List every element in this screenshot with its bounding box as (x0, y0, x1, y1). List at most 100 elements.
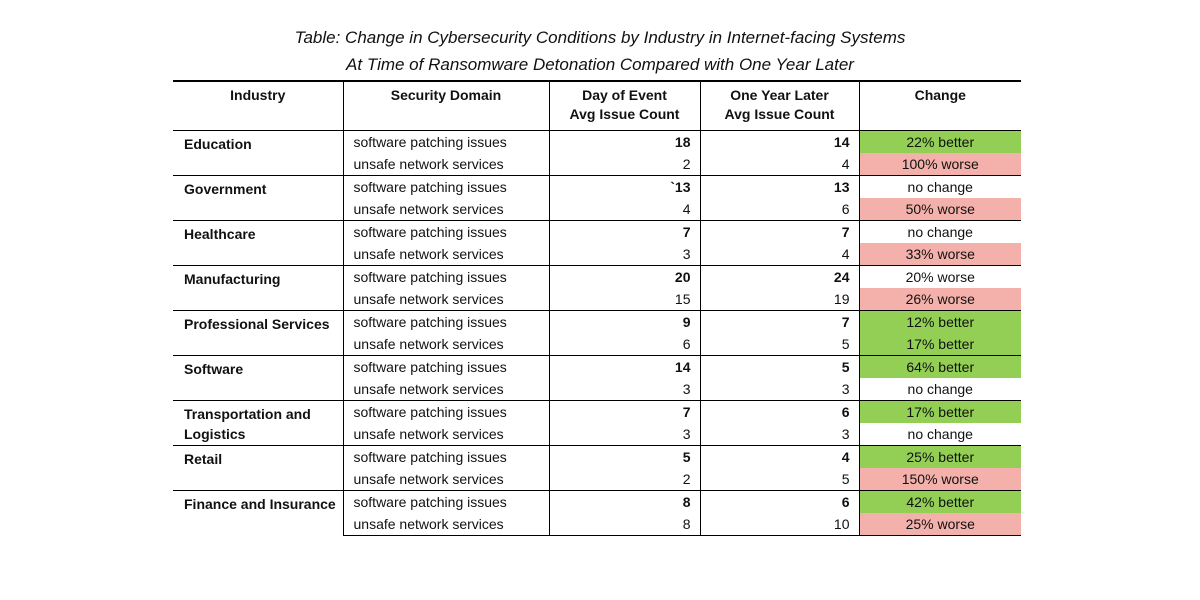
industry-cell: Manufacturing (173, 265, 343, 311)
security-domain-cell: software patching issues (342, 130, 549, 153)
header-row: Industry Security Domain Day of Event Av… (173, 80, 1021, 131)
change-cell: 25% better (858, 445, 1021, 468)
table-row: unsafe network services 3 3 no change (173, 378, 1021, 401)
table-row: unsafe network services 4 6 50% worse (173, 198, 1021, 221)
table-row: unsafe network services 2 5 150% worse (173, 468, 1021, 491)
change-cell: 25% worse (858, 513, 1021, 536)
security-domain-cell: unsafe network services (342, 243, 549, 266)
change-cell: no change (858, 378, 1021, 401)
security-domain-cell: software patching issues (342, 490, 549, 513)
change-cell: no change (858, 423, 1021, 446)
table-row: unsafe network services 3 4 33% worse (173, 243, 1021, 266)
one-year-later-cell: 3 (699, 378, 859, 401)
one-year-later-cell: 7 (699, 220, 859, 243)
change-cell: no change (858, 220, 1021, 243)
industry-cell: Government (173, 175, 343, 221)
one-year-later-cell: 3 (699, 423, 859, 446)
one-year-later-cell: 6 (699, 198, 859, 221)
day-of-event-cell: 2 (548, 153, 700, 176)
change-cell: 150% worse (858, 468, 1021, 491)
one-year-later-cell: 19 (699, 288, 859, 311)
one-year-later-cell: 5 (699, 468, 859, 491)
change-cell: 26% worse (858, 288, 1021, 311)
one-year-later-cell: 6 (699, 490, 859, 513)
day-of-event-cell: 8 (548, 513, 700, 536)
day-of-event-cell: 6 (548, 333, 700, 356)
security-domain-cell: software patching issues (342, 355, 549, 378)
security-domain-cell: software patching issues (342, 445, 549, 468)
security-domain-cell: software patching issues (342, 265, 549, 288)
industry-cell: Finance and Insurance (173, 490, 343, 536)
security-domain-cell: software patching issues (342, 310, 549, 333)
change-cell: 22% better (858, 130, 1021, 153)
day-of-event-cell: 3 (548, 378, 700, 401)
security-domain-cell: unsafe network services (342, 378, 549, 401)
table-row: unsafe network services 8 10 25% worse (173, 513, 1021, 536)
cybersecurity-table: Industry Security Domain Day of Event Av… (173, 80, 1021, 536)
table-row: unsafe network services 3 3 no change (173, 423, 1021, 446)
day-of-event-cell: 15 (548, 288, 700, 311)
one-year-later-cell: 24 (699, 265, 859, 288)
one-year-later-cell: 7 (699, 310, 859, 333)
one-year-later-cell: 4 (699, 445, 859, 468)
change-cell: 100% worse (858, 153, 1021, 176)
one-year-later-cell: 4 (699, 153, 859, 176)
table-body: Education software patching issues 18 14 22%… (173, 130, 1021, 536)
table-row: unsafe network services 15 19 26% worse (173, 288, 1021, 311)
table-row: Finance and Insurance software patching i… (173, 490, 1021, 536)
security-domain-cell: unsafe network services (342, 333, 549, 356)
industry-cell: Healthcare (173, 220, 343, 266)
change-cell: 42% better (858, 490, 1021, 513)
day-of-event-cell: 7 (548, 400, 700, 423)
day-of-event-cell: 8 (548, 490, 700, 513)
security-domain-cell: unsafe network services (342, 288, 549, 311)
industry-cell: Professional Services (173, 310, 343, 356)
industry-cell: Software (173, 355, 343, 401)
security-domain-cell: software patching issues (342, 175, 549, 198)
table-title-line-1: Table: Change in Cybersecurity Condition… (294, 28, 906, 47)
table-row: Retail software patching issues 5 4 25% bett… (173, 445, 1021, 491)
industry-cell: Retail (173, 445, 343, 491)
industry-cell: Education (173, 130, 343, 176)
header-day-line-1: Day of Event (582, 87, 667, 103)
change-cell: 12% better (858, 310, 1021, 333)
table-title-line-2: At Time of Ransomware Detonation Compare… (346, 55, 854, 74)
security-domain-cell: software patching issues (342, 220, 549, 243)
one-year-later-cell: 14 (699, 130, 859, 153)
change-cell: 64% better (858, 355, 1021, 378)
day-of-event-cell: 3 (548, 243, 700, 266)
one-year-later-cell: 6 (699, 400, 859, 423)
day-of-event-cell: 9 (548, 310, 700, 333)
security-domain-cell: software patching issues (342, 400, 549, 423)
change-cell: 50% worse (858, 198, 1021, 221)
security-domain-cell: unsafe network services (342, 198, 549, 221)
one-year-later-cell: 13 (699, 175, 859, 198)
header-year-line-1: One Year Later (730, 87, 829, 103)
header-security-domain: Security Domain (342, 80, 549, 131)
header-industry: Industry (173, 80, 343, 131)
one-year-later-cell: 10 (699, 513, 859, 536)
table-row: unsafe network services 2 4 100% worse (173, 153, 1021, 176)
change-cell: 17% better (858, 333, 1021, 356)
day-of-event-cell: 2 (548, 468, 700, 491)
day-of-event-cell: `13 (548, 175, 700, 198)
day-of-event-cell: 5 (548, 445, 700, 468)
security-domain-cell: unsafe network services (342, 513, 549, 536)
table-row: Transportation and Logistics software pat… (173, 400, 1021, 446)
table-row: Government software patching issues `13 13 n… (173, 175, 1021, 221)
header-year-line-2: Avg Issue Count (724, 106, 835, 122)
day-of-event-cell: 4 (548, 198, 700, 221)
industry-cell: Transportation and Logistics (173, 400, 343, 446)
header-day-of-event: Day of Event Avg Issue Count (548, 80, 700, 131)
one-year-later-cell: 5 (699, 333, 859, 356)
security-domain-cell: unsafe network services (342, 468, 549, 491)
day-of-event-cell: 7 (548, 220, 700, 243)
header-change: Change (858, 80, 1021, 131)
security-domain-cell: unsafe network services (342, 153, 549, 176)
table-row: Software software patching issues 14 5 64% b… (173, 355, 1021, 401)
day-of-event-cell: 3 (548, 423, 700, 446)
change-cell: 33% worse (858, 243, 1021, 266)
one-year-later-cell: 4 (699, 243, 859, 266)
header-day-line-2: Avg Issue Count (569, 106, 680, 122)
one-year-later-cell: 5 (699, 355, 859, 378)
